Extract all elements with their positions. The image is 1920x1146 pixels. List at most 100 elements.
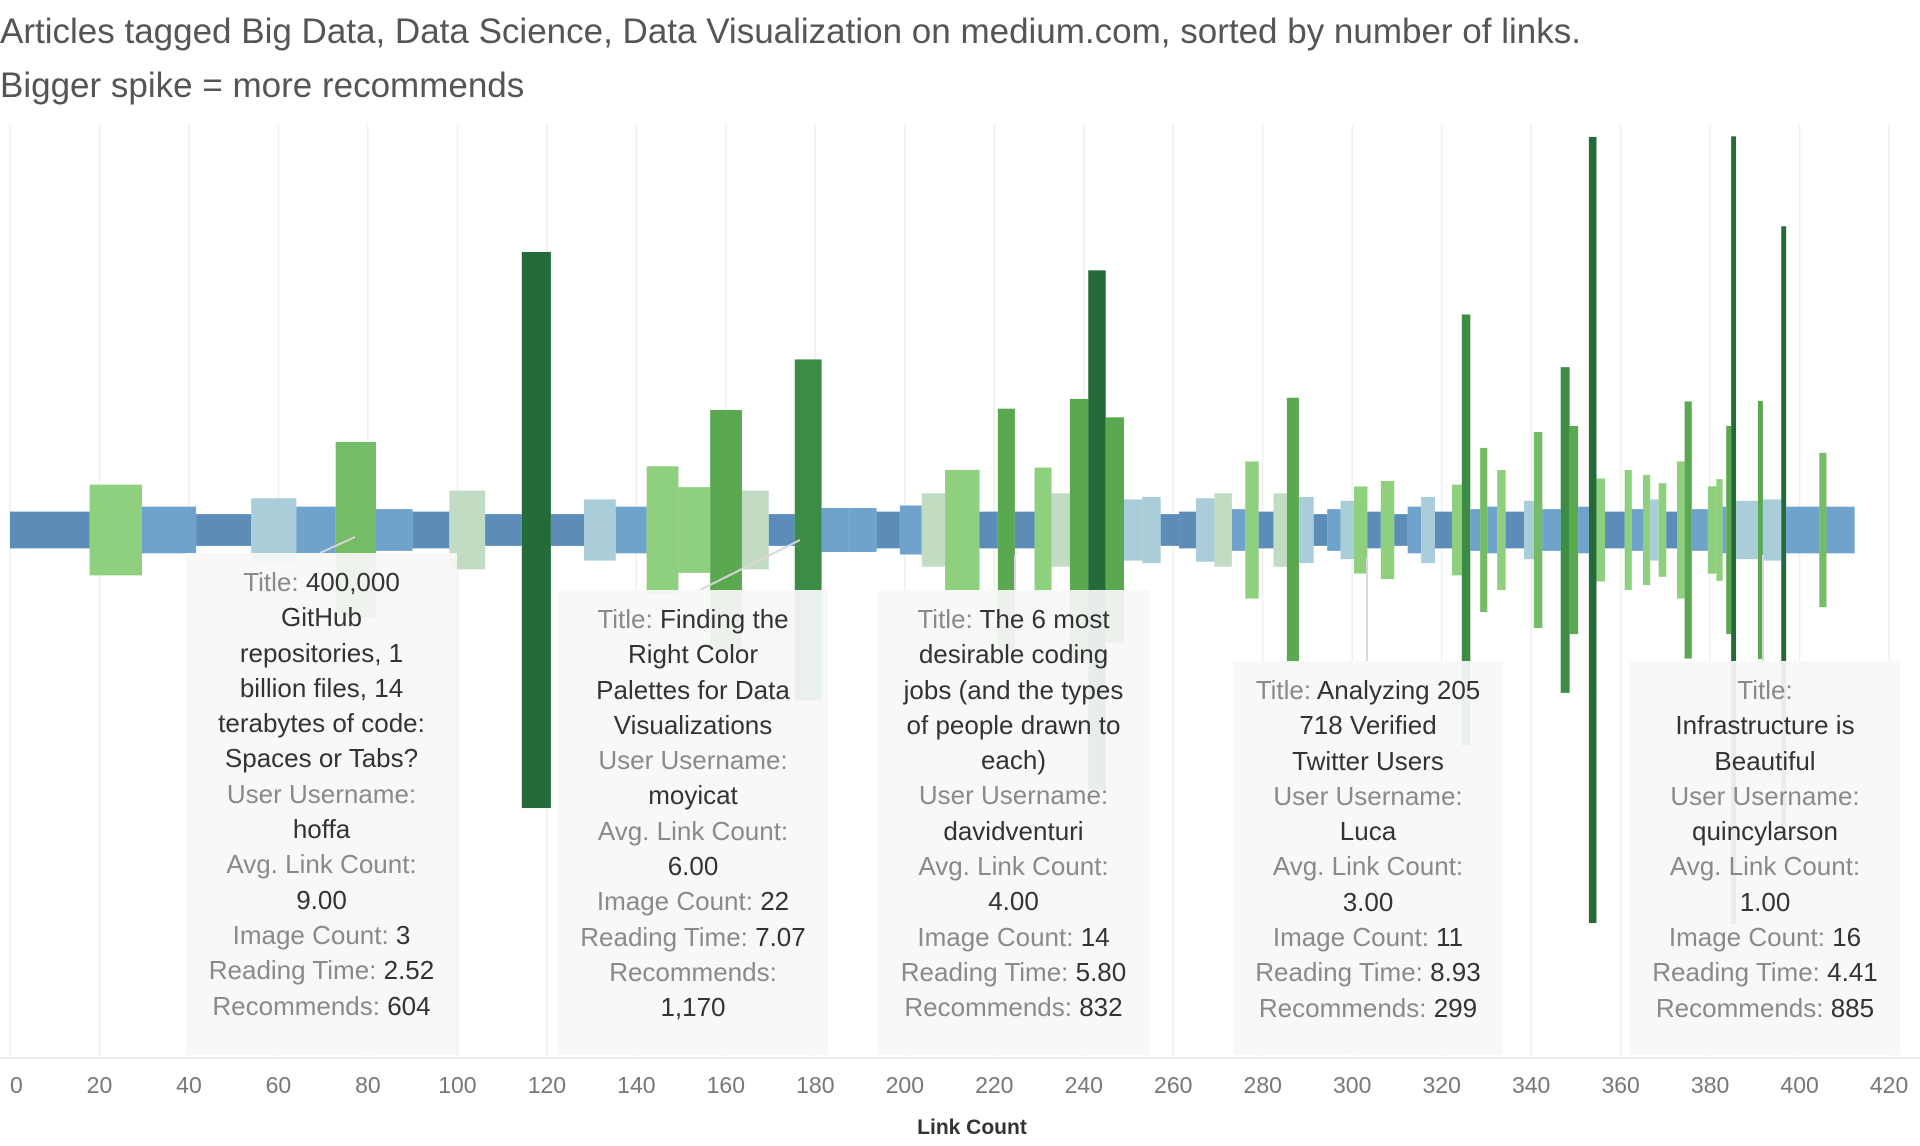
spike-bar[interactable]: [485, 514, 522, 546]
spike-bar[interactable]: [1588, 136, 1597, 924]
spike-bar[interactable]: [1560, 367, 1570, 693]
annotation-field-value: 299: [1433, 992, 1478, 1023]
annotation-field-label: Recommends:: [904, 992, 1080, 1023]
spike-bar[interactable]: [1434, 511, 1452, 549]
spike-bar[interactable]: [1707, 486, 1717, 574]
spike-bar[interactable]: [1691, 509, 1708, 551]
spike-bar[interactable]: [1786, 506, 1820, 554]
spike-bar[interactable]: [296, 506, 336, 554]
spike-bar[interactable]: [1105, 417, 1125, 643]
spike-bar[interactable]: [1487, 506, 1498, 554]
spike-bar[interactable]: [1716, 479, 1723, 581]
spike-bar[interactable]: [678, 487, 711, 573]
annotation-field-value: 7.07: [755, 921, 806, 952]
annotation-field-value: Visualizations: [613, 709, 773, 740]
spike-bar[interactable]: [1624, 469, 1632, 591]
spike-bar[interactable]: [196, 514, 252, 546]
spike-bar[interactable]: [1726, 425, 1732, 635]
spike-bar[interactable]: [849, 507, 877, 553]
spike-bar[interactable]: [1643, 474, 1651, 586]
spike-bar[interactable]: [1258, 511, 1274, 549]
spike-bar[interactable]: [1542, 509, 1561, 551]
spike-bar[interactable]: [1367, 511, 1381, 549]
spike-bar[interactable]: [1327, 509, 1341, 551]
spike-bar[interactable]: [1731, 136, 1737, 924]
spike-bar[interactable]: [1650, 499, 1659, 561]
spike-bar[interactable]: [1380, 481, 1395, 579]
spike-bar[interactable]: [1298, 496, 1314, 564]
spike-bar[interactable]: [1461, 314, 1471, 746]
spike-bar[interactable]: [550, 514, 585, 546]
annotation-field-label: Recommends:: [609, 956, 777, 987]
spike-bar[interactable]: [899, 505, 922, 555]
spike-bar[interactable]: [1313, 514, 1328, 546]
spike-bar[interactable]: [1451, 484, 1462, 576]
spike-bar[interactable]: [741, 490, 769, 570]
spike-bar[interactable]: [979, 511, 998, 549]
spike-bar[interactable]: [1757, 400, 1763, 660]
annotation-line: Image Count: 16: [1630, 920, 1900, 955]
spike-bar[interactable]: [821, 507, 850, 553]
spike-bar[interactable]: [1524, 500, 1534, 560]
spike-bar[interactable]: [1179, 511, 1197, 549]
spike-bar[interactable]: [921, 493, 946, 567]
annotation-field-value: 718 Verified: [1299, 710, 1437, 741]
spike-bar[interactable]: [1762, 499, 1782, 561]
spike-bar[interactable]: [768, 514, 795, 546]
spike-bar[interactable]: [1273, 493, 1287, 567]
spike-bar[interactable]: [945, 469, 980, 591]
spike-bar[interactable]: [615, 506, 647, 554]
spike-bar[interactable]: [375, 509, 413, 551]
annotation-field-label: Reading Time:: [580, 921, 756, 952]
spike-bar[interactable]: [1677, 461, 1685, 599]
spike-bar[interactable]: [1569, 425, 1579, 635]
spike-bar[interactable]: [1034, 467, 1052, 593]
spike-bar[interactable]: [876, 511, 900, 549]
spike-bar[interactable]: [1421, 496, 1435, 564]
spike-bar[interactable]: [89, 484, 142, 576]
annotation-field-label: Reading Time:: [1652, 957, 1828, 988]
article-annotation: Title: 400,000 GitHub repositories, 1 billi…: [186, 553, 457, 1055]
spike-bar[interactable]: [1781, 226, 1787, 834]
spike-bar[interactable]: [1684, 401, 1692, 659]
annotation-line: Reading Time: 5.80: [878, 955, 1149, 990]
spike-bar[interactable]: [1666, 511, 1678, 549]
spike-bar[interactable]: [1245, 461, 1259, 599]
spike-bar[interactable]: [584, 499, 616, 561]
spike-bar[interactable]: [412, 511, 450, 549]
spike-bar[interactable]: [1819, 452, 1827, 608]
spike-bar[interactable]: [521, 251, 551, 809]
spike-bar[interactable]: [1533, 432, 1543, 628]
spike-bar[interactable]: [1631, 509, 1644, 551]
spike-bar[interactable]: [1578, 506, 1589, 554]
spike-bar[interactable]: [646, 466, 679, 594]
spike-bar[interactable]: [1196, 498, 1215, 562]
spike-bar[interactable]: [1142, 496, 1161, 564]
spike-bar[interactable]: [1353, 486, 1368, 574]
spike-bar[interactable]: [1658, 483, 1667, 577]
spike-bar[interactable]: [1505, 511, 1525, 549]
spike-bar[interactable]: [141, 506, 197, 554]
spike-bar[interactable]: [1124, 499, 1143, 561]
spike-bar[interactable]: [1160, 514, 1180, 546]
spike-bar[interactable]: [1736, 500, 1758, 560]
annotation-field-value: 832: [1079, 992, 1123, 1023]
spike-bar[interactable]: [1214, 493, 1232, 567]
annotation-line: Recommends: 604: [186, 989, 457, 1024]
spike-bar[interactable]: [1480, 447, 1488, 613]
spike-bar[interactable]: [1604, 511, 1625, 549]
spike-bar[interactable]: [1596, 478, 1605, 582]
spike-bar[interactable]: [1470, 509, 1481, 551]
spike-bar[interactable]: [1722, 506, 1727, 554]
spike-bar[interactable]: [1826, 506, 1855, 554]
spike-bar[interactable]: [1497, 469, 1506, 591]
spike-bar[interactable]: [1407, 506, 1422, 554]
spike-bar[interactable]: [10, 511, 90, 549]
spike-bar[interactable]: [1051, 493, 1070, 567]
spike-bar[interactable]: [1014, 511, 1035, 549]
spike-bar[interactable]: [1394, 514, 1408, 546]
spike-bar[interactable]: [1340, 500, 1354, 560]
spike-bar[interactable]: [1231, 509, 1246, 551]
spike-bar[interactable]: [251, 498, 297, 562]
spike-bar[interactable]: [1286, 397, 1299, 663]
